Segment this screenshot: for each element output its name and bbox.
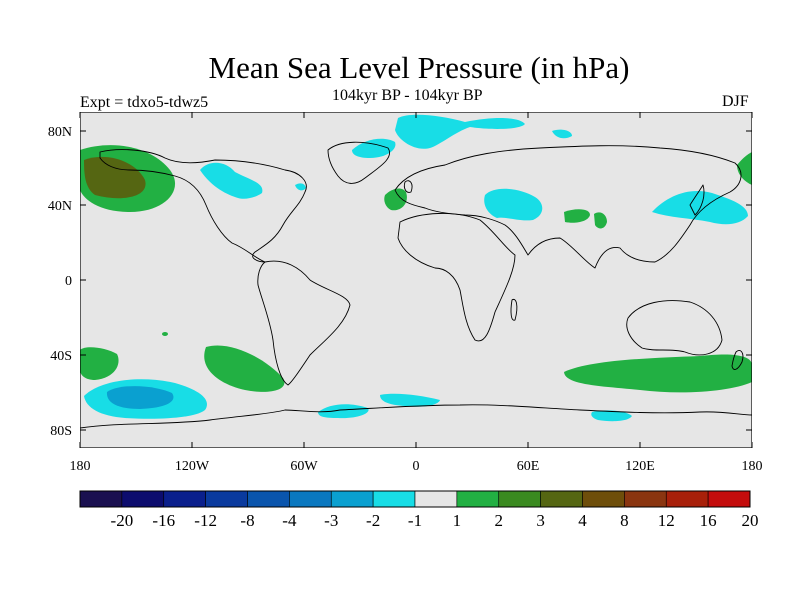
colorbar-cell [247,490,290,508]
y-tick-label: 80S [50,424,72,439]
colorbar-cell [498,490,541,508]
colorbar-label: 8 [620,511,629,530]
x-tick-label: 60E [517,459,540,474]
colorbar-label: -16 [152,511,175,530]
x-tick-labels: 180 120W 60W 0 60E 120E 180 [70,459,763,474]
x-tick-label: 0 [413,459,420,474]
colorbar-label: -12 [194,511,217,530]
colorbar-label: 16 [700,511,717,530]
positive-anomaly-regions [80,145,752,393]
colorbar-label: -20 [111,511,134,530]
colorbar-cell [414,490,458,508]
map-title: Mean Sea Level Pressure (in hPa) [208,50,630,85]
colorbar-cell [665,490,709,508]
colorbar-cell [163,490,206,508]
y-axis [80,130,752,431]
negative-anomaly-regions [84,114,748,422]
colorbar-cell [582,490,625,508]
colorbar-label: -8 [240,511,254,530]
x-tick-label: 120E [625,459,655,474]
colorbar-label: -2 [366,511,380,530]
colorbar-cell [289,490,332,508]
colorbar-cell [205,490,248,508]
colorbar-cell [372,490,416,508]
y-tick-label: 40N [48,199,72,214]
colorbar-label: -3 [324,511,338,530]
colorbar-label: 20 [742,511,759,530]
colorbar-cell [624,490,667,508]
coastlines [80,141,752,429]
y-tick-label: 80N [48,125,72,140]
colorbar-label: 3 [536,511,545,530]
colorbar-label: 2 [495,511,504,530]
colorbar-label: 12 [658,511,675,530]
colorbar-cell [540,490,583,508]
colorbar-label: -1 [408,511,422,530]
colorbar-label: 4 [578,511,587,530]
x-tick-label: 120W [175,459,210,474]
colorbar [79,490,751,508]
x-axis [79,112,753,448]
experiment-label: Expt = tdxo5-tdwz5 [80,94,209,111]
colorbar-cell [79,490,123,508]
colorbar-labels: -20 -16 -12 -8 -4 -3 -2 -1 1 2 3 4 8 12 16 20 [111,511,759,530]
y-tick-label: 0 [65,274,72,289]
x-tick-label: 180 [70,459,91,474]
colorbar-border [79,490,751,508]
colorbar-cell [456,490,500,508]
map-panel [80,112,752,448]
colorbar-cell [121,490,165,508]
y-tick-labels: 80N 40N 0 40S 80S [48,125,72,439]
season-label: DJF [722,93,749,110]
colorbar-cell [707,490,751,508]
colorbar-label: -4 [282,511,297,530]
colorbar-label: 1 [453,511,462,530]
period-subtitle: 104kyr BP - 104kyr BP [332,87,483,104]
x-tick-label: 60W [290,459,318,474]
y-tick-label: 40S [50,349,72,364]
colorbar-cell [330,490,374,508]
x-tick-label: 180 [742,459,763,474]
